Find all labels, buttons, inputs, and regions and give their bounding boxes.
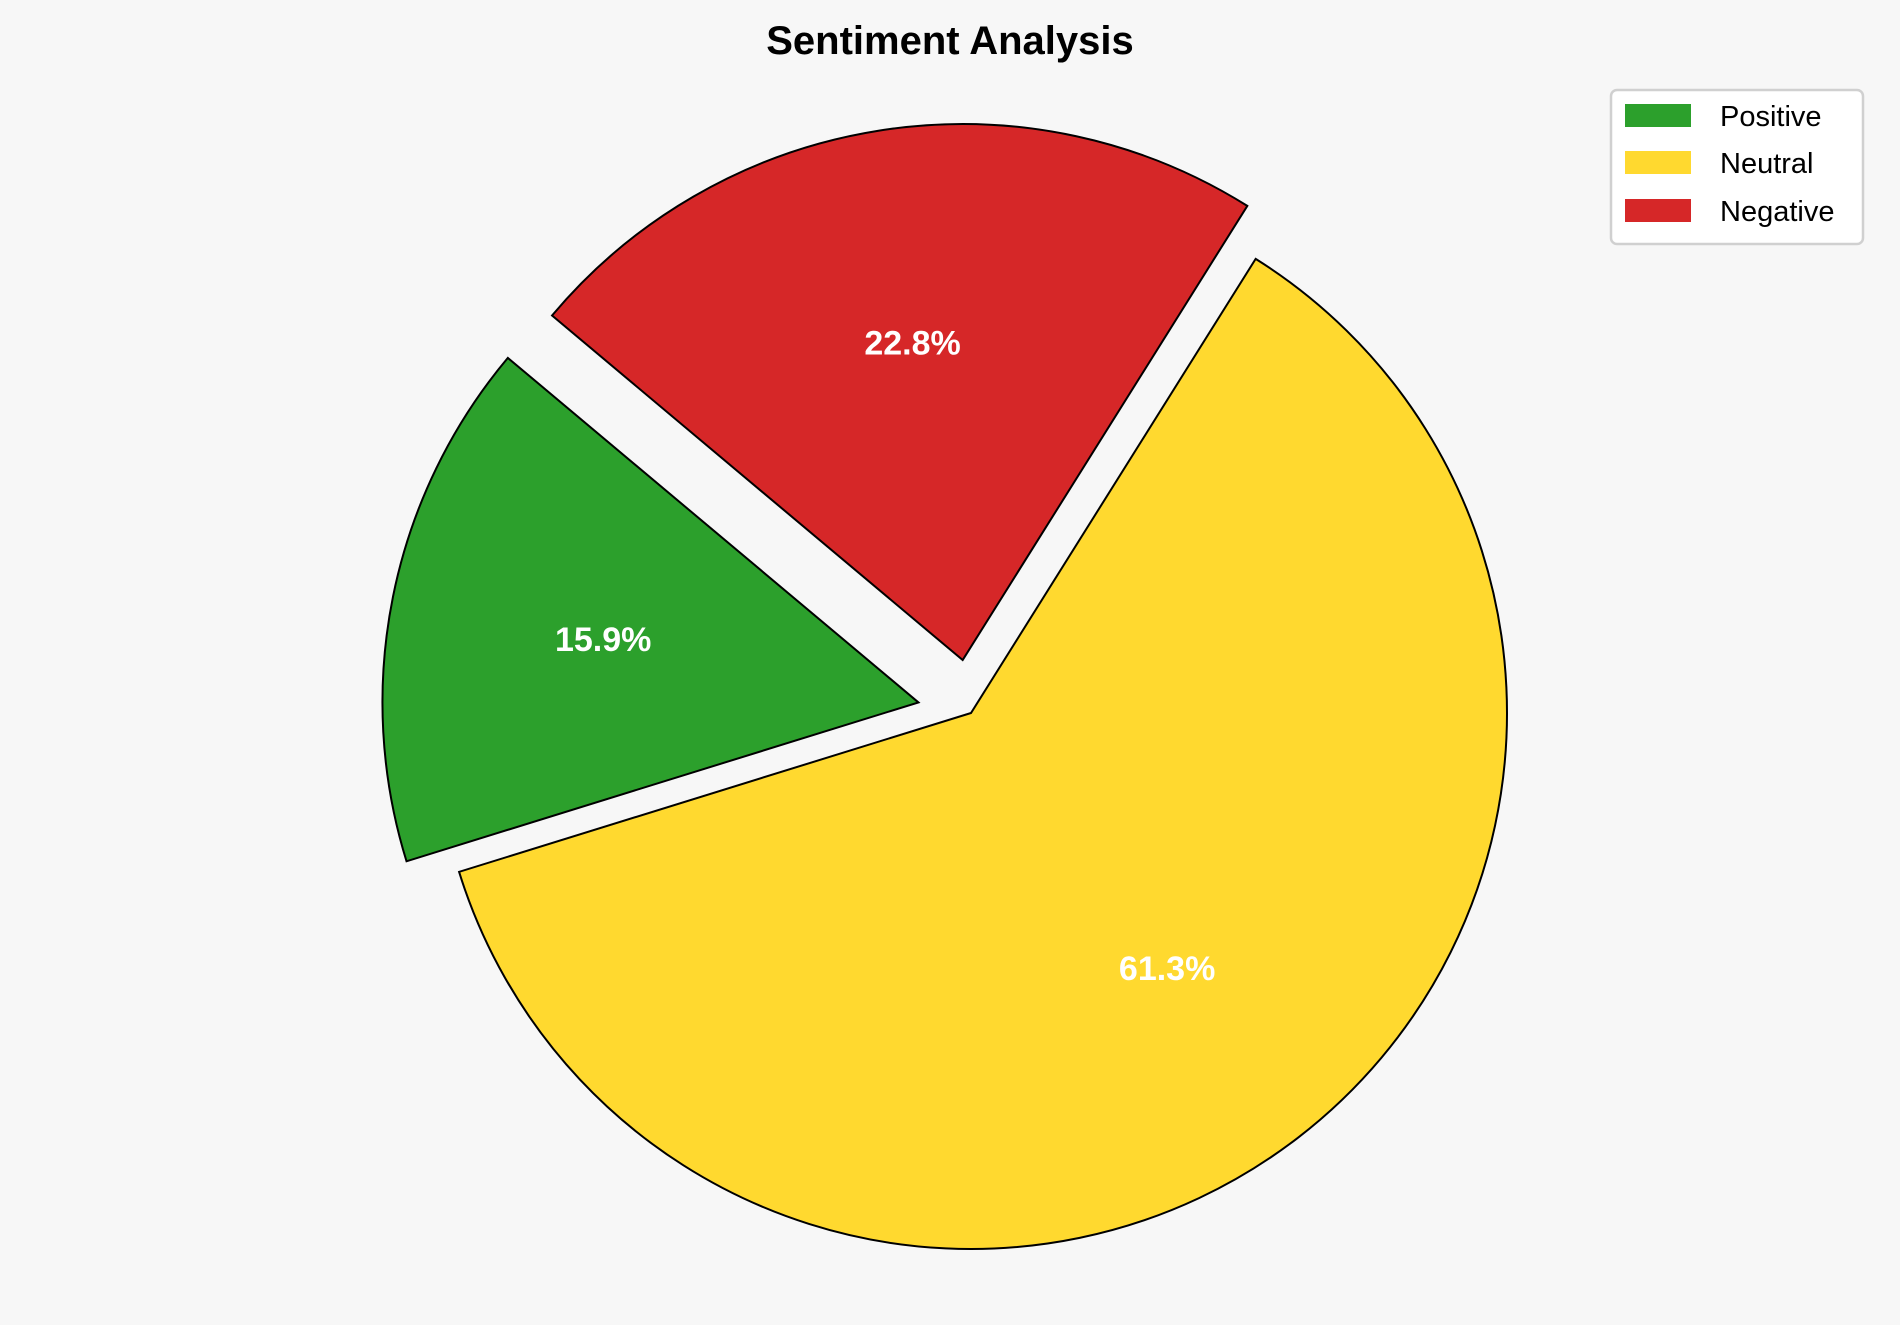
legend-swatch-positive <box>1625 104 1691 127</box>
pie-label-neutral: 61.3% <box>1119 950 1215 988</box>
pie-slice-positive <box>381 356 921 863</box>
legend-swatch-neutral <box>1625 151 1691 174</box>
legend-label-neutral: Neutral <box>1720 148 1814 180</box>
pie-label-negative: 22.8% <box>864 324 960 362</box>
pie-slice-neutral <box>457 257 1508 1250</box>
legend-label-positive: Positive <box>1720 101 1822 133</box>
legend: Positive Neutral Negative <box>1609 88 1865 246</box>
pie-label-positive: 15.9% <box>555 621 651 659</box>
pie-slice-negative <box>550 123 1249 662</box>
chart-title: Sentiment Analysis <box>766 19 1134 63</box>
legend-label-negative: Negative <box>1720 196 1834 228</box>
legend-swatch-negative <box>1625 199 1691 222</box>
